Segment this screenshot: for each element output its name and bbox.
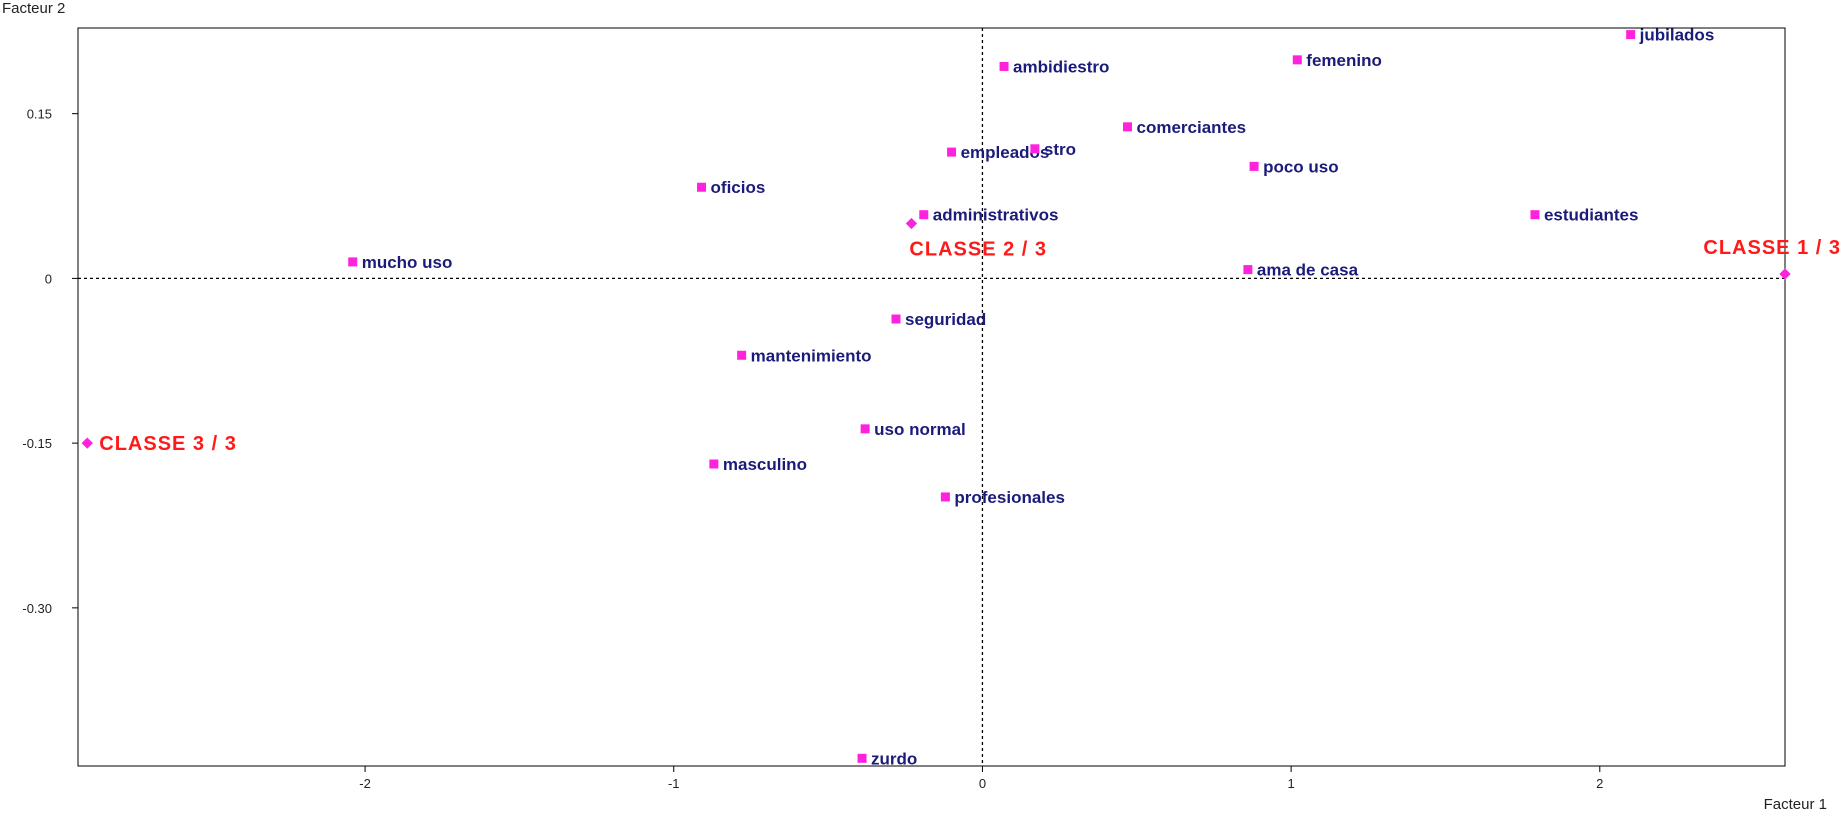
category-point — [857, 753, 867, 763]
category-label: uso normal — [874, 420, 966, 439]
plot-frame — [77, 27, 1786, 767]
category-point — [1030, 144, 1040, 154]
category-point — [737, 350, 747, 360]
x-tick-label: 1 — [1287, 776, 1294, 791]
category-label: zurdo — [871, 749, 917, 768]
class-point — [905, 217, 918, 230]
category-point — [1626, 30, 1636, 40]
category-label: comerciantes — [1137, 118, 1247, 137]
category-point — [919, 210, 929, 220]
category-label: masculino — [723, 455, 807, 474]
category-point — [860, 424, 870, 434]
category-point — [891, 314, 901, 324]
y-axis-title: Facteur 2 — [2, 0, 66, 17]
category-point — [999, 61, 1009, 71]
class-label: CLASSE 1 / 3 — [1703, 237, 1841, 259]
category-label: oficios — [711, 178, 766, 197]
category-label: mantenimiento — [751, 346, 872, 365]
reference-lines — [78, 28, 1785, 766]
category-label: mucho uso — [362, 253, 453, 272]
axis-ticks: -2 -1 0 1 2 0.15 0 -0.15 -0.30 — [22, 107, 1603, 791]
data-marks: jubilados femenino ambidiestro comerciantes… — [81, 26, 1841, 768]
category-point — [1243, 265, 1253, 275]
category-label: poco uso — [1263, 157, 1339, 176]
category-point — [709, 459, 719, 469]
category-label: profesionales — [954, 488, 1065, 507]
category-label: empleados — [961, 143, 1050, 162]
category-point — [697, 182, 707, 192]
category-point — [940, 492, 950, 502]
category-point — [348, 257, 358, 267]
category-label: seguridad — [905, 310, 986, 329]
x-tick-label: 2 — [1596, 776, 1603, 791]
class-label: CLASSE 3 / 3 — [99, 433, 237, 455]
category-point — [947, 147, 957, 157]
category-label: administrativos — [933, 206, 1059, 225]
y-tick-label: 0.15 — [27, 107, 52, 122]
category-point — [1530, 210, 1540, 220]
class-label: CLASSE 2 / 3 — [909, 238, 1047, 260]
category-label: jubilados — [1639, 26, 1715, 45]
category-label: ama de casa — [1257, 261, 1359, 280]
category-label: ambidiestro — [1013, 57, 1109, 76]
category-point — [1249, 161, 1259, 171]
category-label: stro — [1044, 140, 1076, 159]
y-tick-label: -0.30 — [22, 601, 52, 616]
y-tick-label: -0.15 — [22, 436, 52, 451]
x-axis-title: Facteur 1 — [1763, 796, 1827, 813]
x-tick-label: 0 — [979, 776, 986, 791]
x-tick-label: -2 — [359, 776, 371, 791]
class-point — [1779, 268, 1791, 280]
category-label: estudiantes — [1544, 206, 1638, 225]
class-point — [81, 437, 93, 449]
y-tick-label: 0 — [45, 271, 52, 286]
category-point — [1123, 122, 1133, 132]
x-tick-label: -1 — [668, 776, 680, 791]
category-point — [1292, 55, 1302, 65]
category-label: femenino — [1306, 51, 1382, 70]
